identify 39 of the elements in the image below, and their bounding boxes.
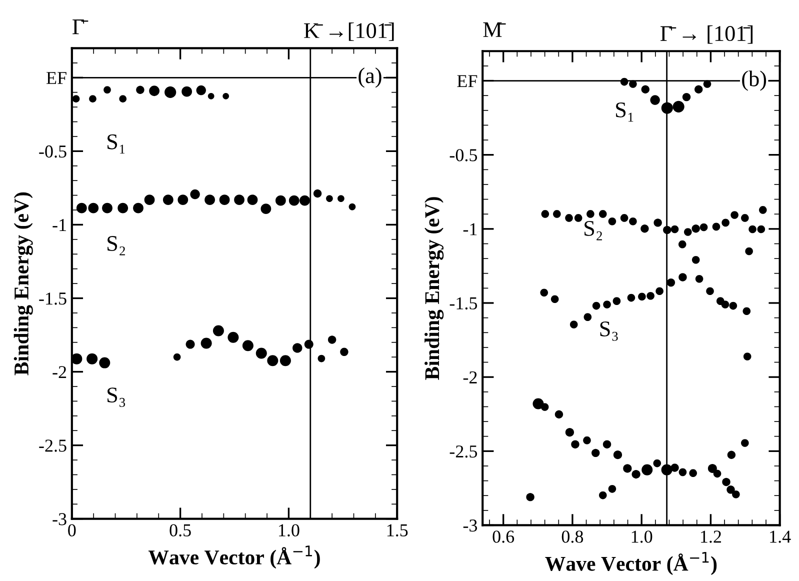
annotation: (a) — [358, 68, 382, 88]
y-tick-label: -3 — [463, 520, 478, 532]
x-axis-title: Wave Vector (Å$^{−1}$) — [148, 546, 320, 569]
y-tick-label: -1.5 — [39, 292, 66, 305]
y-tick-label: -2 — [52, 366, 66, 378]
annotation: S₃ — [600, 321, 618, 341]
annotation: (b) — [742, 70, 766, 91]
y-tick-label: -2.5 — [450, 445, 478, 458]
annotation: S₂ — [108, 236, 125, 256]
y-tick-label: -1 — [52, 219, 66, 231]
x-tick-label: 0.8 — [562, 530, 584, 543]
y-tick-label: EF — [46, 72, 66, 84]
text: Γ̄ — [72, 20, 88, 34]
y-tick-label: -2.5 — [39, 440, 66, 452]
y-tick-label: -3 — [52, 513, 66, 526]
x-tick-label: 1.0 — [279, 524, 300, 536]
x-tick-label: 1.0 — [632, 530, 652, 543]
x-tick-label: 0 — [68, 524, 76, 536]
x-tick-label: 0.6 — [492, 530, 514, 543]
annotation: S₂ — [584, 220, 602, 240]
text: M̄ — [483, 22, 506, 37]
y-tick-label: -2 — [463, 371, 477, 384]
annotation: K̄ →[101̄] — [304, 22, 394, 41]
y-tick-label: -1.5 — [450, 297, 478, 310]
y-tick-label: EF — [457, 75, 478, 88]
x-tick-label: 1.2 — [701, 530, 721, 543]
y-tick-label: -1 — [463, 223, 477, 236]
x-tick-label: 1.5 — [387, 524, 408, 536]
x-axis-title: Wave Vector (Å$^{−1}$) — [545, 552, 717, 576]
x-tick-label: 0.5 — [170, 524, 191, 536]
annotation: Γ̄ → [101̄] — [660, 25, 753, 44]
y-axis-title: Binding Energy (eV) — [424, 197, 444, 380]
annotation: S₁ — [108, 134, 125, 154]
y-tick-label: -0.5 — [39, 145, 66, 158]
y-axis-title: Binding Energy (eV) — [14, 192, 33, 376]
y-tick-label: -0.5 — [450, 149, 478, 162]
annotation: S₃ — [108, 388, 126, 407]
x-tick-label: 1.4 — [770, 530, 791, 543]
annotation: S₁ — [616, 102, 634, 122]
